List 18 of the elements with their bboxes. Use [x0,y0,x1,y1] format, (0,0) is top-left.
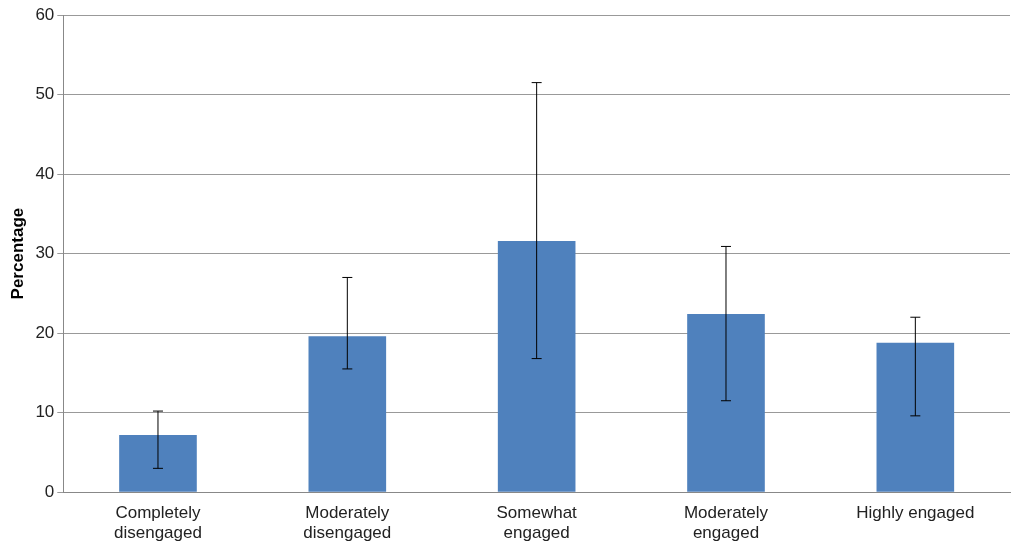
y-tick-label: 0 [44,481,55,501]
bar [876,342,955,492]
bar [119,434,197,492]
x-tick-label: Moderately disengaged [303,503,392,543]
bar [687,314,765,492]
y-tick-label: 50 [35,84,55,104]
x-tick-label: Highly engaged [856,503,975,523]
y-tick-label: 30 [35,243,55,263]
y-tick-label: 20 [35,322,55,342]
y-tick-label: 40 [35,163,55,183]
bar [497,240,576,492]
y-tick-label: 10 [35,402,55,422]
y-axis-title: Percentage [7,207,27,300]
x-tick-label: Completely disengaged [114,503,202,543]
bar [308,336,387,492]
x-tick-label: Somewhat engaged [496,503,578,543]
y-tick-label: 60 [35,4,55,24]
x-tick-label: Moderately engaged [683,503,769,543]
